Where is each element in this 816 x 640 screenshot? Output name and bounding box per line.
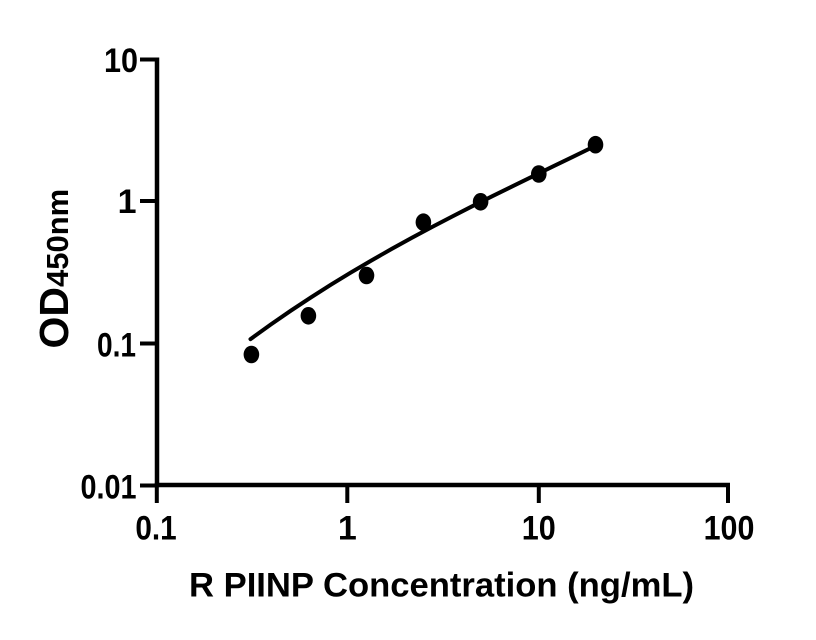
svg-text:10: 10 xyxy=(522,509,556,547)
svg-text:1: 1 xyxy=(118,183,137,221)
svg-text:R PIINP Concentration (ng/mL): R PIINP Concentration (ng/mL) xyxy=(189,566,694,604)
svg-text:0.01: 0.01 xyxy=(81,469,137,507)
svg-text:100: 100 xyxy=(704,509,755,547)
svg-text:0.1: 0.1 xyxy=(135,509,176,547)
svg-text:1: 1 xyxy=(338,509,357,547)
svg-text:0.1: 0.1 xyxy=(97,327,136,365)
svg-text:10: 10 xyxy=(104,42,138,80)
